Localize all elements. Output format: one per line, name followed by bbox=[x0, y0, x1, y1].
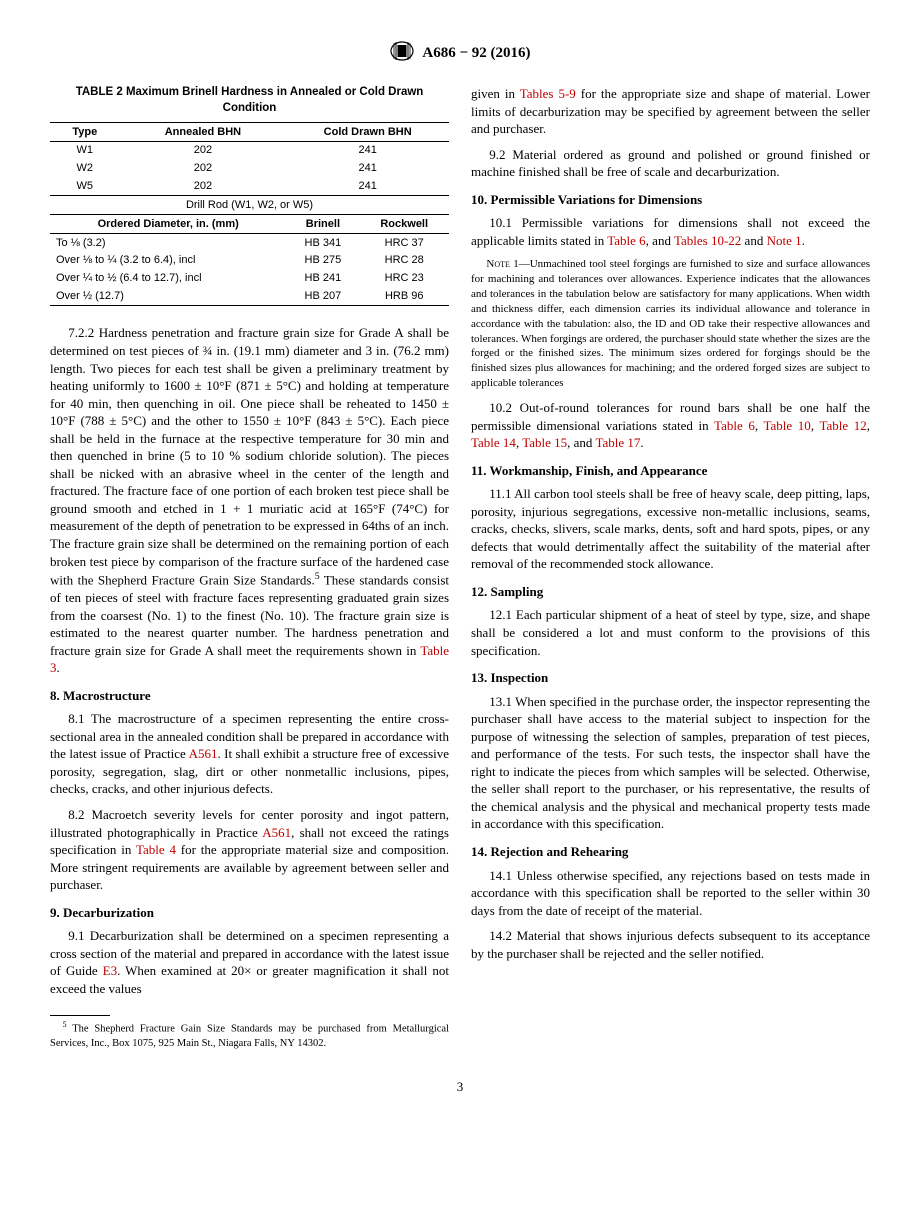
doc-header: A686 − 92 (2016) bbox=[50, 40, 870, 67]
ref-a561-2: A561 bbox=[262, 825, 291, 840]
footnote-separator bbox=[50, 1015, 110, 1016]
main-columns: TABLE 2 Maximum Brinell Hardness in Anne… bbox=[50, 85, 870, 1051]
t2-h2: Annealed BHN bbox=[120, 123, 287, 142]
table-row: W1 202 241 bbox=[50, 141, 449, 159]
doc-id: A686 − 92 (2016) bbox=[422, 45, 530, 61]
para-121: 12.1 Each particular shipment of a heat … bbox=[471, 606, 870, 659]
para-142: 14.2 Material that shows injurious defec… bbox=[471, 927, 870, 962]
ref-tables1022: Tables 10-22 bbox=[674, 233, 741, 248]
para-91: 9.1 Decarburization shall be determined … bbox=[50, 927, 449, 997]
table-row: W2 202 241 bbox=[50, 160, 449, 178]
ref-e3: E3 bbox=[103, 963, 117, 978]
ref-t14: Table 14 bbox=[471, 435, 516, 450]
left-column: TABLE 2 Maximum Brinell Hardness in Anne… bbox=[50, 85, 449, 1051]
section-10: 10. Permissible Variations for Dimension… bbox=[471, 191, 870, 209]
right-column: given in Tables 5-9 for the appropriate … bbox=[471, 85, 870, 1051]
ref-t17: Table 17 bbox=[595, 435, 640, 450]
section-13: 13. Inspection bbox=[471, 669, 870, 687]
t2-h1: Type bbox=[50, 123, 120, 142]
page-number: 3 bbox=[50, 1079, 870, 1095]
drillrod-label: Drill Rod (W1, W2, or W5) bbox=[50, 196, 449, 215]
ref-note1: Note 1 bbox=[767, 233, 802, 248]
table-row: To ⅛ (3.2) HB 341 HRC 37 bbox=[50, 234, 449, 252]
ref-t12: Table 12 bbox=[819, 418, 866, 433]
para-102: 10.2 Out-of-round tolerances for round b… bbox=[471, 399, 870, 452]
ref-table4: Table 4 bbox=[136, 842, 176, 857]
section-14: 14. Rejection and Rehearing bbox=[471, 843, 870, 861]
section-8: 8. Macrostructure bbox=[50, 687, 449, 705]
para-91c: given in Tables 5-9 for the appropriate … bbox=[471, 85, 870, 138]
para-111: 11.1 All carbon tool steels shall be fre… bbox=[471, 485, 870, 573]
note-1: Note 1—Unmachined tool steel forgings ar… bbox=[471, 257, 870, 391]
section-9: 9. Decarburization bbox=[50, 904, 449, 922]
t2-h3: Cold Drawn BHN bbox=[286, 123, 449, 142]
section-12: 12. Sampling bbox=[471, 583, 870, 601]
table2: Type Annealed BHN Cold Drawn BHN W1 202 … bbox=[50, 122, 449, 306]
para-722: 7.2.2 Hardness penetration and fracture … bbox=[50, 324, 449, 676]
para-82: 8.2 Macroetch severity levels for center… bbox=[50, 806, 449, 894]
para-81: 8.1 The macrostructure of a specimen rep… bbox=[50, 710, 449, 798]
para-131: 13.1 When specified in the purchase orde… bbox=[471, 693, 870, 833]
table-row: Over ¼ to ½ (6.4 to 12.7), incl HB 241 H… bbox=[50, 270, 449, 288]
t2b-h3: Rockwell bbox=[359, 215, 449, 234]
table2-title: TABLE 2 Maximum Brinell Hardness in Anne… bbox=[50, 85, 449, 116]
para-92: 9.2 Material ordered as ground and polis… bbox=[471, 146, 870, 181]
ref-tables59: Tables 5-9 bbox=[520, 86, 576, 101]
table-row: W5 202 241 bbox=[50, 178, 449, 196]
para-141: 14.1 Unless otherwise specified, any rej… bbox=[471, 867, 870, 920]
footnote-5: 5 The Shepherd Fracture Gain Size Standa… bbox=[50, 1020, 449, 1051]
section-11: 11. Workmanship, Finish, and Appearance bbox=[471, 462, 870, 480]
astm-logo bbox=[389, 40, 415, 67]
t2b-h1: Ordered Diameter, in. (mm) bbox=[50, 215, 286, 234]
ref-table6: Table 6 bbox=[607, 233, 645, 248]
ref-t6b: Table 6 bbox=[714, 418, 755, 433]
table-row: Over ½ (12.7) HB 207 HRB 96 bbox=[50, 288, 449, 306]
para-101: 10.1 Permissible variations for dimensio… bbox=[471, 214, 870, 249]
ref-a561: A561 bbox=[189, 746, 218, 761]
t2b-h2: Brinell bbox=[286, 215, 359, 234]
ref-t10: Table 10 bbox=[764, 418, 811, 433]
ref-t15: Table 15 bbox=[522, 435, 567, 450]
note1-label: Note 1— bbox=[486, 258, 529, 270]
table-row: Over ⅛ to ¼ (3.2 to 6.4), incl HB 275 HR… bbox=[50, 252, 449, 270]
